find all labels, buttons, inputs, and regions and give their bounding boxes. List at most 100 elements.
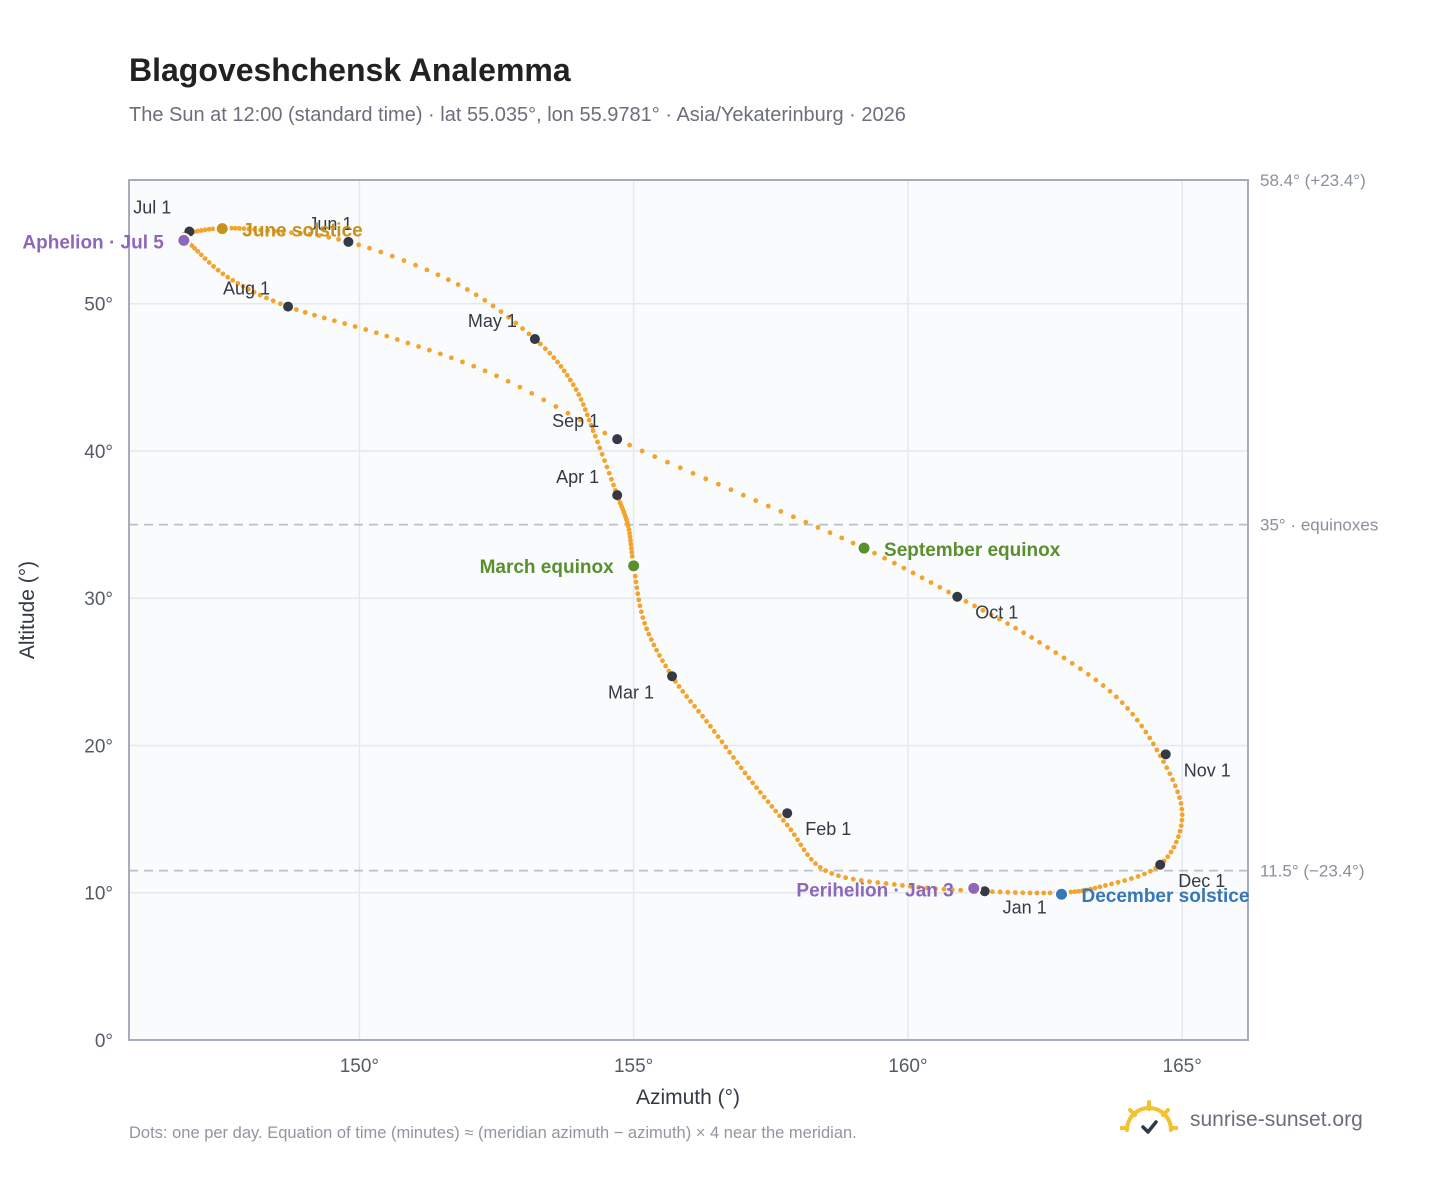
daily-sun-dot [700,713,705,719]
daily-sun-dot [426,347,432,353]
daily-sun-dot [246,286,251,292]
daily-sun-dot [1139,723,1145,729]
daily-sun-dot [237,225,242,231]
daily-sun-dot [230,277,236,283]
daily-sun-dot [464,287,470,292]
daily-sun-dot [839,535,845,541]
daily-sun-dot [384,333,390,339]
daily-sun-dot [734,760,740,766]
daily-sun-dot [326,234,332,240]
daily-sun-dot [933,886,938,891]
month-marker [612,434,623,445]
daily-sun-dot [640,615,646,621]
daily-sun-dot [435,272,441,278]
daily-sun-dot [1068,889,1074,895]
daily-sun-dot [1080,888,1085,894]
daily-sun-dot [924,885,930,891]
daily-sun-dot [252,227,257,232]
daily-sun-dot [424,267,430,273]
daily-sun-dot [206,226,212,232]
daily-sun-dot [988,612,994,618]
daily-sun-dot [723,744,729,750]
daily-sun-dot [680,689,686,694]
daily-sun-dot [875,880,881,885]
daily-sun-dot [777,813,782,819]
daily-sun-dot [883,881,889,886]
daily-sun-dot [541,397,547,403]
daily-sun-dot [1179,812,1185,818]
daily-sun-dot [558,364,564,369]
daily-sun-dot [611,482,616,488]
daily-sun-dot [663,663,668,669]
daily-sun-dot [602,430,608,436]
daily-sun-dot [367,245,372,251]
month-marker-label: Dec 1 [1178,871,1225,891]
daily-sun-dot [293,307,299,312]
daily-sun-dot [665,459,670,465]
daily-sun-dot [946,589,951,595]
daily-sun-dot [684,694,690,699]
daily-sun-dot [606,470,612,476]
event-label: Aphelion · Jul 5 [22,232,164,253]
daily-sun-dot [590,424,595,430]
daily-sun-dot [823,868,829,874]
daily-sun-dot [280,229,286,235]
daily-sun-dot [1178,801,1184,806]
daily-sun-dot [220,271,226,277]
event-marker [214,221,230,237]
month-marker-label: Nov 1 [1184,760,1231,780]
daily-sun-dot [817,864,823,870]
daily-sun-dot [882,555,888,561]
daily-sun-dot [312,312,317,318]
daily-sun-dot [198,228,204,233]
daily-sun-dot [455,282,461,287]
daily-sun-dot [637,603,643,609]
daily-sun-dot [580,402,586,407]
daily-sun-dot [958,887,964,893]
daily-sun-dot [1167,771,1173,777]
daily-sun-dot [241,226,247,232]
x-tick-label: 160° [888,1056,927,1077]
daily-sun-dot [1164,765,1170,771]
daily-sun-dot [784,822,790,828]
daily-sun-dot [394,337,400,342]
daily-sun-dot [277,301,283,307]
daily-sun-dot [389,253,395,259]
daily-sun-dot [731,755,736,760]
daily-sun-dot [567,377,573,383]
daily-sun-dot [494,373,499,379]
y-tick-label: 0° [95,1031,113,1052]
daily-sun-dot [602,458,607,464]
daily-sun-dot [316,233,322,239]
event-marker [626,558,642,574]
y-tick-label: 10° [84,884,113,905]
daily-sun-dot [258,227,264,233]
daily-sun-dot [719,739,725,745]
daily-sun-dot [997,889,1003,895]
daily-sun-dot [1069,660,1075,666]
daily-sun-dot [413,262,418,268]
daily-sun-dot [437,351,443,357]
daily-sun-dot [644,626,650,632]
daily-sun-dot [378,249,384,255]
daily-sun-dot [445,277,451,283]
daily-sun-dot [635,591,641,597]
daily-sun-dot [373,330,379,336]
daily-sun-dot [1129,876,1134,881]
daily-sun-dot [202,227,208,233]
daily-sun-dot [1135,873,1141,879]
sun-logo-icon [1120,1100,1178,1134]
daily-sun-dot [460,359,465,365]
daily-sun-dot [773,808,779,814]
daily-sun-dot [972,603,977,609]
daily-sun-dot [628,541,634,547]
daily-sun-dot [801,847,807,853]
daily-sun-dot [1083,887,1089,893]
brand[interactable]: sunrise-sunset.org [1120,1100,1363,1140]
daily-sun-dot [331,318,337,324]
daily-sun-dot [1027,890,1033,896]
daily-sun-dot [829,871,835,876]
daily-sun-dot [551,355,557,361]
daily-sun-dot [711,729,717,734]
